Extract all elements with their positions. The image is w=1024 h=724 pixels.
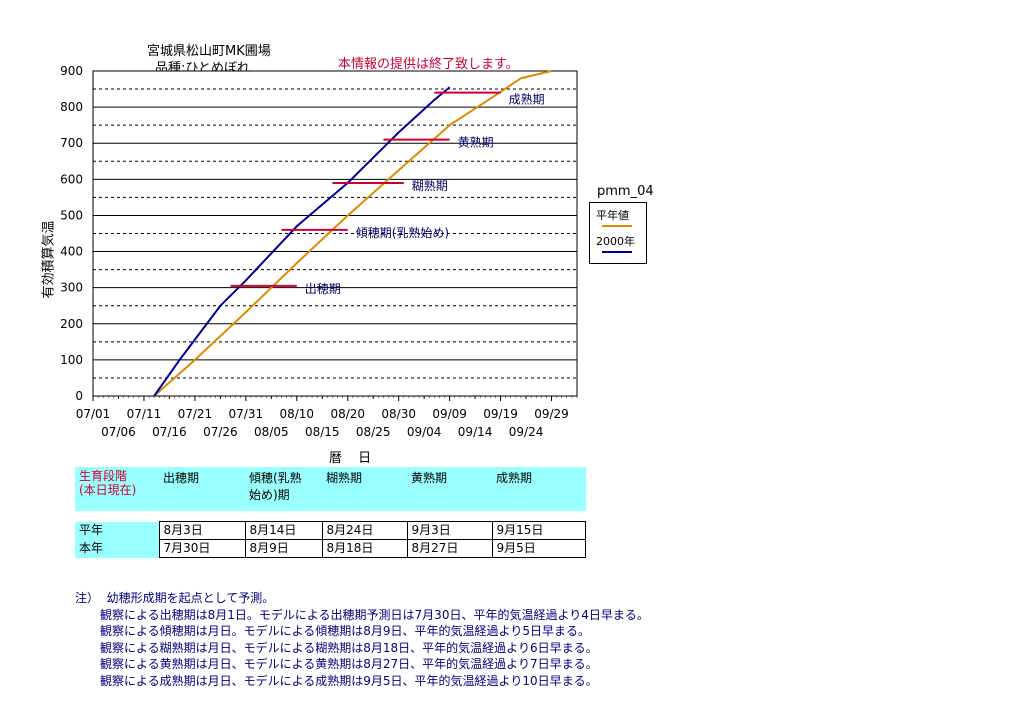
x-tick-label: 07/11 bbox=[127, 407, 162, 421]
y-tick-label: 0 bbox=[75, 389, 83, 403]
x-tick-label: 08/05 bbox=[254, 425, 289, 439]
y-tick-label: 100 bbox=[60, 353, 83, 367]
table-cell: 9月3日 bbox=[406, 521, 493, 540]
stage-header-label: 生育段階 (本日現在) bbox=[79, 469, 137, 497]
note-line: 観察による出穂期は8月1日。モデルによる出穂期予測日は7月30日、平年的気温経過… bbox=[100, 607, 649, 622]
notes: 注） 幼穂形成期を起点として予測。 観察による出穂期は8月1日。モデルによる出穂… bbox=[75, 590, 649, 689]
table-cell: 8月18日 bbox=[321, 539, 408, 558]
x-tick-label: 09/04 bbox=[407, 425, 442, 439]
note-lead: 注） bbox=[75, 591, 100, 605]
accumulated-temperature-chart: 0 100 200 300 400 500 600 700 800 900 07/01 07/11 07… bbox=[60, 64, 578, 439]
stage-label: 傾穂期(乳熟始め) bbox=[356, 225, 449, 240]
note-line: 観察による傾穂期は月日。モデルによる傾穂期は8月9日、平年的気温経過より5日早ま… bbox=[100, 624, 590, 638]
x-tick-label: 07/31 bbox=[229, 407, 264, 421]
note-line: 観察による糊熟期は月日、モデルによる糊熟期は8月18日、平年的気温経過より6日早… bbox=[100, 640, 598, 655]
x-tick-label: 07/06 bbox=[101, 425, 136, 439]
legend-label-normal: 平年値 bbox=[596, 209, 629, 222]
table-header-tilting: 傾穂(乳熟 始め)期 bbox=[245, 467, 322, 511]
chart-title-location: 宮城県松山町MK圃場 bbox=[147, 44, 271, 59]
y-tick-label: 500 bbox=[60, 208, 83, 222]
x-tick-label: 08/10 bbox=[279, 407, 314, 421]
x-tick-label: 09/09 bbox=[432, 407, 467, 421]
table-header-mature: 成熟期 bbox=[492, 467, 586, 511]
legend: 平年値 2000年 bbox=[589, 202, 647, 264]
table-header-stage: 生育段階 (本日現在) bbox=[75, 467, 159, 511]
x-tick-label: 07/16 bbox=[152, 425, 187, 439]
x-tick-label: 07/26 bbox=[203, 425, 238, 439]
x-tick-label: 09/14 bbox=[458, 425, 493, 439]
x-tick-label: 08/15 bbox=[305, 425, 340, 439]
table-cell: 8月9日 bbox=[244, 539, 323, 558]
growth-stage-table: 生育段階 (本日現在) 出穂期 傾穂(乳熟 始め)期 糊熟期 黄熟期 成熟期 平年 … bbox=[75, 467, 586, 558]
stage-label: 黄熟期 bbox=[458, 135, 494, 150]
legend-swatch-2000 bbox=[602, 251, 632, 253]
table-cell: 8月14日 bbox=[244, 521, 323, 540]
tilting-header-label: 傾穂(乳熟 始め)期 bbox=[249, 471, 302, 502]
x-tick-label: 09/19 bbox=[483, 407, 518, 421]
note-line: 観察による黄熟期は月日、モデルによる黄熟期は8月27日、平年的気温経過より7日早… bbox=[100, 657, 598, 671]
x-tick-label: 08/20 bbox=[330, 407, 365, 421]
stage-label: 成熟期 bbox=[509, 92, 545, 107]
y-tick-label: 400 bbox=[60, 245, 83, 259]
table-cell: 8月27日 bbox=[406, 539, 493, 558]
table-cell: 8月3日 bbox=[158, 521, 246, 540]
stage-label: 糊熟期 bbox=[412, 178, 448, 193]
x-axis-label: 暦 日 bbox=[329, 451, 378, 466]
table-header-yellow: 黄熟期 bbox=[407, 467, 492, 511]
x-tick-label: 07/01 bbox=[76, 407, 111, 421]
row-label: 平年 bbox=[75, 521, 159, 540]
x-tick-label: 07/21 bbox=[178, 407, 213, 421]
table-header-row: 生育段階 (本日現在) 出穂期 傾穂(乳熟 始め)期 糊熟期 黄熟期 成熟期 bbox=[75, 467, 586, 511]
y-tick-label: 200 bbox=[60, 317, 83, 331]
table-cell: 8月24日 bbox=[321, 521, 408, 540]
row-label: 本年 bbox=[75, 539, 159, 558]
x-tick-label: 09/24 bbox=[509, 425, 544, 439]
service-end-notice: 本情報の提供は終了致します。 bbox=[338, 57, 519, 72]
y-tick-label: 300 bbox=[60, 281, 83, 295]
note-text: 幼穂形成期を起点として予測。 bbox=[106, 591, 275, 605]
y-tick-label: 900 bbox=[60, 64, 83, 78]
x-tick-label: 08/30 bbox=[381, 407, 416, 421]
series-line-normal bbox=[153, 70, 552, 397]
x-tick-label: 08/25 bbox=[356, 425, 391, 439]
table-header-heading: 出穂期 bbox=[159, 467, 245, 511]
table-cell: 9月5日 bbox=[491, 539, 586, 558]
table-cell: 7月30日 bbox=[158, 539, 246, 558]
y-tick-label: 600 bbox=[60, 172, 83, 186]
table-header-dough: 糊熟期 bbox=[322, 467, 407, 511]
y-tick-label: 700 bbox=[60, 136, 83, 150]
x-tick-label: 09/29 bbox=[534, 407, 569, 421]
note-line: 観察による成熟期は月日、モデルによる成熟期は9月5日、平年的気温経過より10日早… bbox=[100, 673, 598, 688]
note-line: 注） 幼穂形成期を起点として予測。 bbox=[75, 590, 649, 607]
legend-title: pmm_04 bbox=[597, 184, 654, 199]
table-row: 平年 8月3日 8月14日 8月24日 9月3日 9月15日 bbox=[75, 521, 586, 540]
series-line-2000 bbox=[153, 86, 451, 397]
stage-label: 出穂期 bbox=[305, 282, 341, 296]
legend-swatch-normal bbox=[602, 225, 632, 227]
table-cell: 9月15日 bbox=[491, 521, 586, 540]
table-row: 本年 7月30日 8月9日 8月18日 8月27日 9月5日 bbox=[75, 539, 586, 558]
y-tick-label: 800 bbox=[60, 100, 83, 114]
legend-label-2000: 2000年 bbox=[596, 235, 635, 248]
